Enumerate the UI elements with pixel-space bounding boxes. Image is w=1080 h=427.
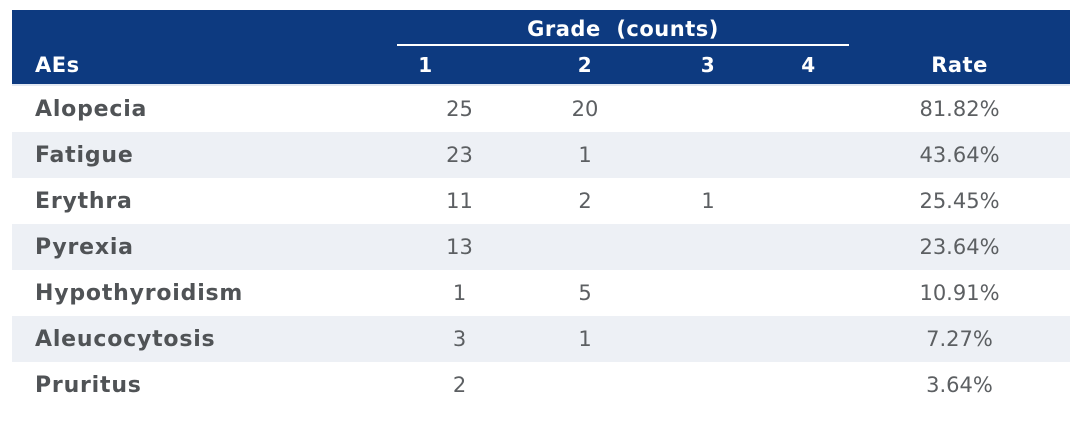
rate-cell: 7.27%	[926, 327, 993, 351]
column-header-grade-4: 4	[801, 53, 816, 77]
grade-1-cell: 1	[452, 281, 467, 305]
group-spacer-right	[849, 14, 1070, 46]
grade-1-cell: 13	[446, 235, 473, 259]
grade-1-cell: 25	[446, 97, 473, 121]
column-header-aes: AEs	[35, 53, 80, 77]
rate-cell: 25.45%	[919, 189, 1000, 213]
table-row: Erythra 11 2 1 25.45%	[12, 178, 1070, 224]
column-header-grade-1: 1	[418, 53, 433, 77]
ae-name-cell: Pruritus	[35, 372, 142, 398]
ae-table: Grade (counts) AEs 1 2 3 4 Rate Alopecia…	[12, 10, 1070, 408]
table-header: Grade (counts) AEs 1 2 3 4 Rate	[12, 10, 1070, 86]
table-row: Pyrexia 13 23.64%	[12, 224, 1070, 270]
rate-cell: 43.64%	[919, 143, 1000, 167]
grade-3-cell: 1	[701, 189, 715, 213]
table-row: Aleucocytosis 3 1 7.27%	[12, 316, 1070, 362]
grade-group-cell: Grade (counts)	[397, 14, 849, 46]
table-body: Alopecia 25 20 81.82% Fatigue 23 1 43.64…	[12, 86, 1070, 408]
rate-cell: 81.82%	[919, 97, 1000, 121]
table-row: Pruritus 2 3.64%	[12, 362, 1070, 408]
column-labels-row: AEs 1 2 3 4 Rate	[12, 46, 1070, 84]
grade-2-cell: 5	[578, 281, 592, 305]
grade-group-header: Grade (counts)	[527, 17, 719, 41]
grade-2-cell: 1	[578, 327, 592, 351]
ae-name-cell: Erythra	[35, 188, 133, 214]
ae-name-cell: Fatigue	[35, 142, 134, 168]
grade-group-row: Grade (counts)	[12, 14, 1070, 46]
ae-name-cell: Pyrexia	[35, 234, 134, 260]
grade-1-cell: 11	[446, 189, 473, 213]
grade-1-cell: 23	[446, 143, 473, 167]
grade-1-cell: 2	[452, 373, 467, 397]
grade-2-cell: 20	[571, 97, 599, 121]
table-row: Hypothyroidism 1 5 10.91%	[12, 270, 1070, 316]
ae-name-cell: Hypothyroidism	[35, 280, 244, 306]
column-header-rate: Rate	[931, 53, 988, 77]
column-header-grade-3: 3	[700, 53, 716, 77]
table-row: Fatigue 23 1 43.64%	[12, 132, 1070, 178]
ae-name-cell: Alopecia	[35, 96, 148, 122]
ae-name-cell: Aleucocytosis	[35, 326, 216, 352]
table-row: Alopecia 25 20 81.82%	[12, 86, 1070, 132]
rate-cell: 3.64%	[926, 373, 993, 397]
rate-cell: 10.91%	[919, 281, 1000, 305]
grade-1-cell: 3	[452, 327, 467, 351]
grade-2-cell: 1	[578, 143, 592, 167]
group-spacer-left	[12, 14, 397, 46]
grade-2-cell: 2	[578, 189, 592, 213]
rate-cell: 23.64%	[919, 235, 1000, 259]
column-header-grade-2: 2	[577, 53, 593, 77]
